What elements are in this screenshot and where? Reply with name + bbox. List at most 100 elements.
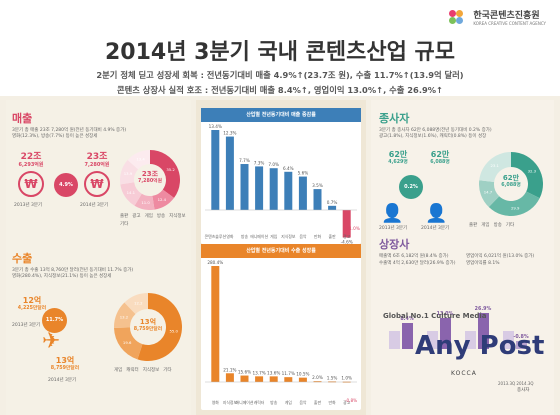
category-label: 애니메이션 [250,234,268,239]
employee-year-curr: 2014년 3분기 [421,226,450,232]
category-label: 만화 [329,400,337,405]
sales-section: 매출 3분기 총 매출 23조 7,280억 원(전년 동기대비 4.9% 증가… [12,110,186,233]
export-donut-center: 13억 8,759만달러 [133,318,163,332]
employee-donut-center: 62만 6,088명 [501,174,521,188]
category-label: 방송 [270,400,278,405]
money-bag-icon: ₩ [84,171,110,198]
category-label: 캐릭터 [254,400,265,405]
listed-curr-bar [516,341,527,349]
bar-label: 3.5% [312,183,323,188]
donut-slice [488,191,540,217]
export-bar-title: 산업별 전년동기대비 수출 성장률 [201,244,361,258]
right-column: 종사자 3분기 총 종사자 62만 6,088명(전년 동기대비 0.2% 증가… [371,100,554,415]
donut-slice [134,193,155,211]
person-icon: 👤 [425,203,448,225]
sales-year-curr: 2014년 3분기 [80,203,109,209]
donut-slice [511,152,543,199]
watermark-line-3: KOCCA [451,370,477,377]
bar [298,377,307,382]
category-label: 영화 [226,234,234,239]
donut-slice-label: 14.1 [127,190,136,195]
bar-label: 15.6% [238,370,251,375]
donut-slice [152,189,175,210]
person-icon: 👤 [381,203,404,225]
export-bar-chart: 280.4% 영화 21.1% 지식정보 15.6% 애니메이션 13.7% 캐릭터 13.6%… [205,260,357,405]
listed-prev-bar [503,331,514,349]
donut-slice [479,180,500,208]
employee-desc1: 3분기 총 종사자 62만 6,088명(전년 동기대비 0.2% 증가) [379,128,492,133]
page-title: 2014년 3분기 국내 콘텐츠산업 규모 [104,40,456,65]
category-label: 지식정보 [223,400,238,405]
bar [313,381,322,383]
category-label: 방송 [241,234,249,239]
logo-subtext: KOREA CREATIVE CONTENT AGENCY [473,20,546,26]
donut-slice-label: 12.2 [134,301,143,306]
middle-column: 산업별 전년동기대비 매출 증감률 13.4% 콘텐츠솔루션 12.3% 영화 7.7%… [196,100,366,415]
bar [284,377,293,382]
listed-prev-bar [465,331,476,349]
donut-slice-label: 32.3 [528,169,537,174]
listed-desc1: 매출액 6조 6,182억 원(8.4% 증가) [379,254,449,259]
donut-slice [124,293,148,315]
bar [211,266,220,382]
bar-label: 5.6% [298,171,309,176]
category-label: 게임 [285,400,293,405]
donut-slice [127,150,150,170]
export-prev-value: 12억 4,225만달러 [17,296,47,311]
sales-desc2: 영화(12.3%), 방송(7.7%) 등이 높은 성장세 [12,133,98,139]
export-year-prev: 2013년 3분기 [12,323,41,329]
export-year-curr: 2014년 3분기 [48,378,77,384]
donut-slice-label: 35.2 [166,167,175,172]
employee-curr-value: 62만 6,088명 [430,150,450,165]
employee-section: 종사자 3분기 총 종사자 62만 6,088명(전년 동기대비 0.2% 증가… [379,110,547,241]
sales-growth-badge: 4.9% [54,173,78,198]
bar-label: 1.5% [327,375,338,380]
bar-label: 7.0% [268,162,279,167]
donut-slice [120,160,139,185]
category-label: 영화 [212,400,220,405]
bar-label: -4.6% [341,239,353,244]
bar [240,375,249,382]
bar-label: 7.3% [254,160,265,165]
category-label: 출판 [329,234,337,239]
export-donut-chart: 55.0 19.6 13.2 12.2 [114,293,182,362]
employee-growth-badge: 0.2% [399,175,423,200]
export-desc2: 영화(280.4%), 지식정보(21.1%) 등이 높은 성장세 [12,273,112,279]
donut-slice-label: 14.7 [484,190,493,195]
donut-slice-label: 12.4 [158,197,167,202]
listed-title: 상장사 [379,238,410,251]
bar-label: 12.3% [223,131,236,136]
export-bar-panel: 산업별 전년동기대비 수출 성장률 280.4% 영화 21.1% 지식정보 15.6%… [201,244,361,410]
employee-desc2: 광고(1.8%), 지식정보(1.6%), 캐릭터(0.8%) 등이 성장 [379,133,487,139]
listed-section: 상장사 매출액 6조 6,182억 원(8.4% 증가) 영업이익 6,021억… [379,236,547,410]
bar-label: 21.1% [223,367,236,372]
donut-slice-label: 13.2 [120,315,129,320]
employee-title: 종사자 [379,112,410,125]
minimum-label: -0.8% [345,398,357,403]
category-label: 콘텐츠솔루션 [205,234,227,239]
bar-label: 13.4% [209,124,222,129]
employee-prev-value: 62만 4,629명 [388,150,408,165]
donut-slice [479,152,511,183]
listed-bar-label: 26.9% [475,306,492,312]
bar [240,164,249,210]
export-section: 수출 3분기 총 수출 13억 8,760만 달러(전년 동기대비 11.7% … [12,250,185,398]
bar-label: 2.0% [312,375,323,380]
bar-label: 6.4% [283,166,294,171]
logo-mark-icon [449,10,467,28]
category-label: 음악 [299,234,307,239]
bar-label: 13.7% [252,370,265,375]
bar-label: 13.6% [267,370,280,375]
bar [269,168,278,210]
sales-legend: 출판 광고 게임 방송 지식정보 기타 [120,214,186,227]
export-desc1: 3분기 총 수출 13억 8,760만 달러(전년 동기대비 11.7% 증가) [12,268,134,273]
listed-desc2: 수출액 4억 2,630만 달러(26.9% 증가) [379,260,456,266]
listed-desc3: 영업이익 6,021억 원(13.0% 증가) [466,254,535,259]
watermark: Global No.1 Culture Media Any Post KOCCA [383,310,547,400]
header: 한국콘텐츠진흥원 KOREA CREATIVE CONTENT AGENCY 2… [0,0,560,96]
bar [298,176,307,210]
export-legend: 게임 캐릭터 지식정보 기타 [114,368,172,374]
bar [342,210,351,238]
sales-donut-center: 23조 7,280억원 [138,170,162,184]
